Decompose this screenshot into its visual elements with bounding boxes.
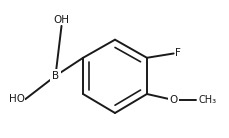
Text: B: B bbox=[52, 71, 59, 81]
Text: OH: OH bbox=[53, 15, 69, 25]
Text: F: F bbox=[175, 48, 180, 59]
Text: CH₃: CH₃ bbox=[198, 95, 216, 105]
Text: O: O bbox=[169, 95, 177, 105]
Text: HO: HO bbox=[9, 94, 25, 104]
